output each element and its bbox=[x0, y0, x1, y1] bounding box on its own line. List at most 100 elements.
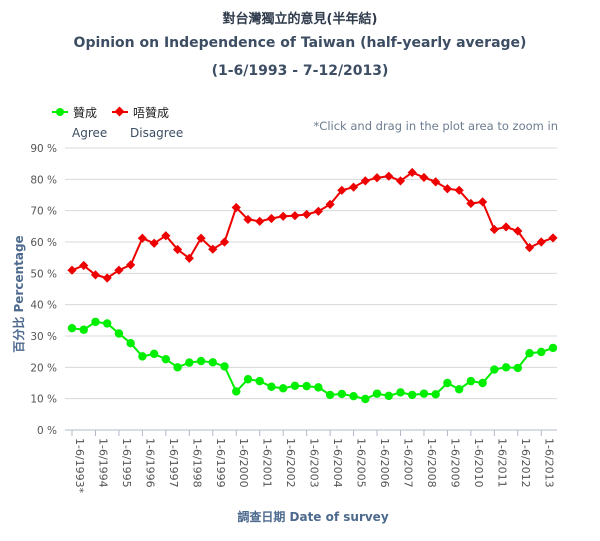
data-point-agree[interactable] bbox=[208, 358, 217, 367]
data-point-disagree[interactable] bbox=[243, 214, 253, 225]
data-point-disagree[interactable] bbox=[431, 177, 441, 187]
data-point-disagree[interactable] bbox=[419, 172, 429, 183]
y-tick-label: 90 % bbox=[30, 143, 57, 155]
data-point-agree[interactable] bbox=[149, 349, 159, 359]
data-point-disagree[interactable] bbox=[384, 171, 394, 181]
data-point-disagree[interactable] bbox=[478, 197, 488, 207]
data-point-agree[interactable] bbox=[537, 347, 546, 357]
data-point-disagree[interactable] bbox=[313, 206, 323, 216]
data-point-disagree[interactable] bbox=[360, 176, 370, 186]
data-point-agree[interactable] bbox=[361, 394, 370, 404]
data-point-agree[interactable] bbox=[138, 352, 147, 361]
data-point-agree[interactable] bbox=[466, 376, 476, 386]
x-axis-title: 調查日期 Date of survey bbox=[237, 509, 388, 524]
data-point-disagree[interactable] bbox=[208, 244, 218, 254]
data-point-agree[interactable] bbox=[243, 375, 253, 384]
data-point-agree[interactable] bbox=[232, 387, 241, 396]
data-point-agree[interactable] bbox=[91, 317, 100, 327]
data-point-agree[interactable] bbox=[325, 390, 335, 400]
data-point-agree[interactable] bbox=[372, 389, 382, 398]
data-point-agree[interactable] bbox=[161, 354, 171, 364]
data-point-agree[interactable] bbox=[349, 391, 358, 401]
data-point-agree[interactable] bbox=[185, 358, 194, 367]
data-point-agree[interactable] bbox=[525, 349, 534, 358]
data-point-agree[interactable] bbox=[102, 319, 112, 328]
data-point-disagree[interactable] bbox=[372, 173, 382, 183]
legend-item-disagree[interactable]: 唔贊成 bbox=[112, 104, 169, 120]
data-point-disagree[interactable] bbox=[196, 233, 206, 243]
data-point-disagree[interactable] bbox=[149, 238, 159, 248]
data-point-agree[interactable] bbox=[278, 384, 288, 393]
data-point-agree[interactable] bbox=[79, 325, 88, 334]
data-point-disagree[interactable] bbox=[79, 260, 89, 271]
data-point-disagree[interactable] bbox=[114, 265, 124, 275]
data-point-disagree[interactable] bbox=[137, 233, 147, 243]
data-point-agree[interactable] bbox=[67, 323, 77, 333]
data-point-disagree[interactable] bbox=[489, 224, 499, 235]
data-point-disagree[interactable] bbox=[231, 202, 241, 213]
x-tick-label: 1-6/1994 bbox=[96, 438, 109, 488]
data-point-disagree[interactable] bbox=[278, 211, 288, 221]
data-point-disagree[interactable] bbox=[501, 222, 511, 232]
data-point-disagree[interactable] bbox=[302, 209, 312, 220]
data-point-disagree[interactable] bbox=[513, 226, 523, 236]
y-tick-label: 50 % bbox=[30, 268, 57, 280]
data-point-disagree[interactable] bbox=[172, 244, 183, 255]
data-point-disagree[interactable] bbox=[454, 185, 464, 195]
data-point-agree[interactable] bbox=[408, 390, 417, 400]
data-point-agree[interactable] bbox=[513, 363, 523, 373]
data-point-disagree[interactable] bbox=[407, 167, 417, 178]
data-point-agree[interactable] bbox=[419, 389, 429, 398]
data-point-agree[interactable] bbox=[255, 376, 264, 386]
x-tick-label: 1-6/1995 bbox=[120, 438, 133, 488]
data-point-disagree[interactable] bbox=[184, 253, 194, 263]
x-tick-label: 1-6/2000 bbox=[237, 438, 250, 488]
data-point-disagree[interactable] bbox=[395, 176, 406, 186]
data-point-agree[interactable] bbox=[490, 365, 499, 374]
data-point-agree[interactable] bbox=[196, 356, 206, 366]
data-point-agree[interactable] bbox=[548, 343, 558, 353]
x-tick-label: 1-6/1996 bbox=[143, 438, 156, 488]
y-tick-label: 30 % bbox=[30, 331, 57, 343]
y-tick-label: 10 % bbox=[30, 394, 57, 406]
data-point-disagree[interactable] bbox=[219, 237, 230, 247]
x-tick-label: 1-6/2005 bbox=[355, 438, 368, 488]
data-point-disagree[interactable] bbox=[524, 243, 535, 253]
data-point-disagree[interactable] bbox=[442, 184, 453, 194]
data-point-disagree[interactable] bbox=[548, 233, 558, 243]
data-point-disagree[interactable] bbox=[67, 265, 77, 275]
data-point-agree[interactable] bbox=[443, 378, 452, 388]
data-point-agree[interactable] bbox=[384, 391, 393, 401]
data-point-disagree[interactable] bbox=[255, 216, 265, 226]
plot-area[interactable] bbox=[65, 148, 557, 430]
data-point-disagree[interactable] bbox=[337, 185, 347, 195]
data-point-agree[interactable] bbox=[290, 381, 300, 391]
data-point-disagree[interactable] bbox=[325, 199, 335, 209]
data-point-agree[interactable] bbox=[267, 382, 276, 391]
data-point-agree[interactable] bbox=[302, 381, 311, 391]
legend-item-agree[interactable]: 贊成 bbox=[52, 104, 97, 120]
data-point-disagree[interactable] bbox=[102, 273, 112, 283]
data-point-agree[interactable] bbox=[126, 339, 135, 348]
data-point-disagree[interactable] bbox=[126, 260, 136, 270]
data-point-agree[interactable] bbox=[478, 378, 487, 388]
data-point-agree[interactable] bbox=[220, 362, 229, 371]
data-point-disagree[interactable] bbox=[536, 237, 546, 247]
data-point-agree[interactable] bbox=[114, 329, 124, 338]
data-point-disagree[interactable] bbox=[466, 198, 476, 209]
legend-agree-marker-icon bbox=[52, 107, 68, 117]
data-point-disagree[interactable] bbox=[290, 211, 300, 221]
data-point-agree[interactable] bbox=[173, 363, 182, 372]
data-point-agree[interactable] bbox=[396, 388, 405, 397]
y-axis-title: 百分比 Percentage bbox=[11, 235, 26, 352]
data-point-agree[interactable] bbox=[337, 389, 347, 399]
data-point-agree[interactable] bbox=[501, 363, 511, 372]
data-point-disagree[interactable] bbox=[161, 231, 171, 241]
data-point-disagree[interactable] bbox=[266, 213, 277, 224]
data-point-disagree[interactable] bbox=[348, 182, 359, 192]
data-point-agree[interactable] bbox=[454, 385, 464, 394]
data-point-agree[interactable] bbox=[314, 383, 323, 392]
data-point-disagree[interactable] bbox=[90, 270, 101, 280]
data-point-agree[interactable] bbox=[431, 390, 440, 399]
